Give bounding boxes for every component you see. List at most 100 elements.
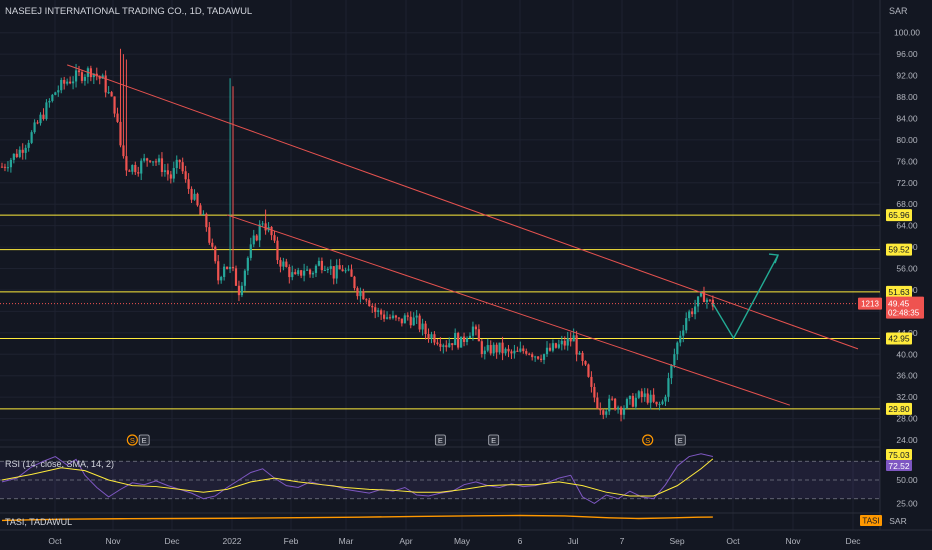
event-marker-label: E (678, 436, 683, 445)
level-tag[interactable] (886, 332, 912, 345)
candle-body (374, 307, 377, 312)
candle-body (42, 114, 45, 119)
price-axis[interactable]: 100.00 96.00 92.00 88.00 84.00 80.00 76.00 72.0… (858, 28, 924, 526)
candle-body (468, 335, 472, 339)
level-tag[interactable] (886, 285, 912, 298)
candle-body (655, 401, 658, 405)
candle-body (169, 174, 172, 179)
candle-body (711, 299, 714, 307)
candle-body (154, 161, 158, 163)
candle-body (249, 244, 252, 258)
candle-body (63, 79, 66, 84)
candle-body (454, 333, 457, 346)
candle-body (652, 394, 655, 402)
candle-body (619, 407, 623, 415)
candle-body (504, 348, 507, 354)
candle-body (338, 265, 341, 270)
candle-body (673, 354, 676, 365)
candle-body (119, 121, 122, 146)
time-axis[interactable]: Oct Nov Dec 2022 Feb Mar Apr May 6 Jul 7 Sep Oct Nov D… (0, 529, 932, 550)
trendline[interactable] (66, 64, 859, 350)
candle-body (516, 350, 519, 352)
candle-body (628, 395, 632, 400)
candle-body (631, 395, 634, 407)
tasi-title: TASI, TADAWUL (5, 517, 72, 527)
candle-body (217, 261, 220, 281)
candle-body (400, 318, 403, 324)
time-tick-label: 7 (620, 536, 625, 546)
candle-body (501, 342, 504, 354)
candle-body (439, 343, 442, 347)
time-tick-label: Mar (339, 536, 354, 546)
candle-body (448, 343, 451, 348)
candle-body (646, 393, 649, 403)
candle-body (602, 410, 605, 415)
rsi-line (1, 453, 713, 505)
candle-body (157, 158, 161, 163)
price-tick-label: 76.00 (896, 156, 918, 166)
candle-body (486, 345, 489, 351)
candle-body (412, 317, 415, 326)
candle-body (305, 269, 309, 271)
rsi-value-label: 72.52 (888, 461, 910, 471)
projection-line[interactable] (712, 254, 779, 340)
candle-body (285, 261, 288, 267)
split-marker[interactable] (642, 434, 654, 446)
level-tag[interactable] (886, 209, 912, 222)
trendlines[interactable] (66, 64, 859, 406)
level-tag-label: 29.80 (888, 404, 910, 414)
candle-body (320, 260, 323, 271)
projection-path[interactable] (712, 253, 779, 340)
event-marker-label: E (438, 436, 443, 445)
candle-body (226, 266, 229, 270)
projection-arrowhead[interactable] (768, 253, 779, 264)
candle-body (702, 292, 706, 303)
earnings-marker[interactable] (434, 434, 446, 446)
price-tick-label: 68.00 (896, 199, 918, 209)
candle-body (208, 227, 211, 243)
candle-body (51, 94, 54, 101)
earnings-marker[interactable] (674, 434, 686, 446)
candle-body (140, 160, 143, 174)
candle-body (368, 300, 371, 307)
candle-body (205, 213, 208, 228)
candle-body (148, 160, 152, 162)
earnings-marker[interactable] (138, 434, 150, 446)
candle-body (566, 338, 569, 346)
candle-body (273, 235, 276, 241)
earnings-marker[interactable] (488, 434, 500, 446)
candle-body (670, 364, 673, 379)
candle-body (403, 315, 406, 324)
candle-body (418, 315, 421, 330)
candle-body (507, 348, 510, 352)
price-tick-label: 32.00 (896, 392, 918, 402)
candle-body (391, 315, 395, 319)
level-tag-label: 51.63 (888, 287, 910, 297)
candle-body (151, 161, 155, 163)
candle-body (143, 158, 146, 161)
candle-body (303, 270, 306, 276)
candle-body (625, 399, 629, 409)
candle-body (539, 358, 543, 360)
split-marker[interactable] (126, 434, 138, 446)
candle-body (382, 314, 386, 319)
countdown-value: 02:48:35 (888, 309, 920, 318)
trendline[interactable] (226, 214, 791, 406)
candle-body (184, 171, 187, 180)
level-tag[interactable] (886, 402, 912, 415)
candle-body (83, 76, 87, 81)
candle-body (30, 132, 33, 143)
level-tag[interactable] (886, 243, 912, 256)
candle-body (6, 167, 10, 169)
candle-body (519, 348, 522, 352)
event-marker-label: E (491, 436, 496, 445)
candle-body (682, 330, 685, 336)
candle-body (542, 354, 546, 360)
candle-body (477, 329, 480, 342)
candle-body (190, 188, 193, 200)
candle-body (593, 386, 596, 398)
candle-body (596, 397, 599, 409)
